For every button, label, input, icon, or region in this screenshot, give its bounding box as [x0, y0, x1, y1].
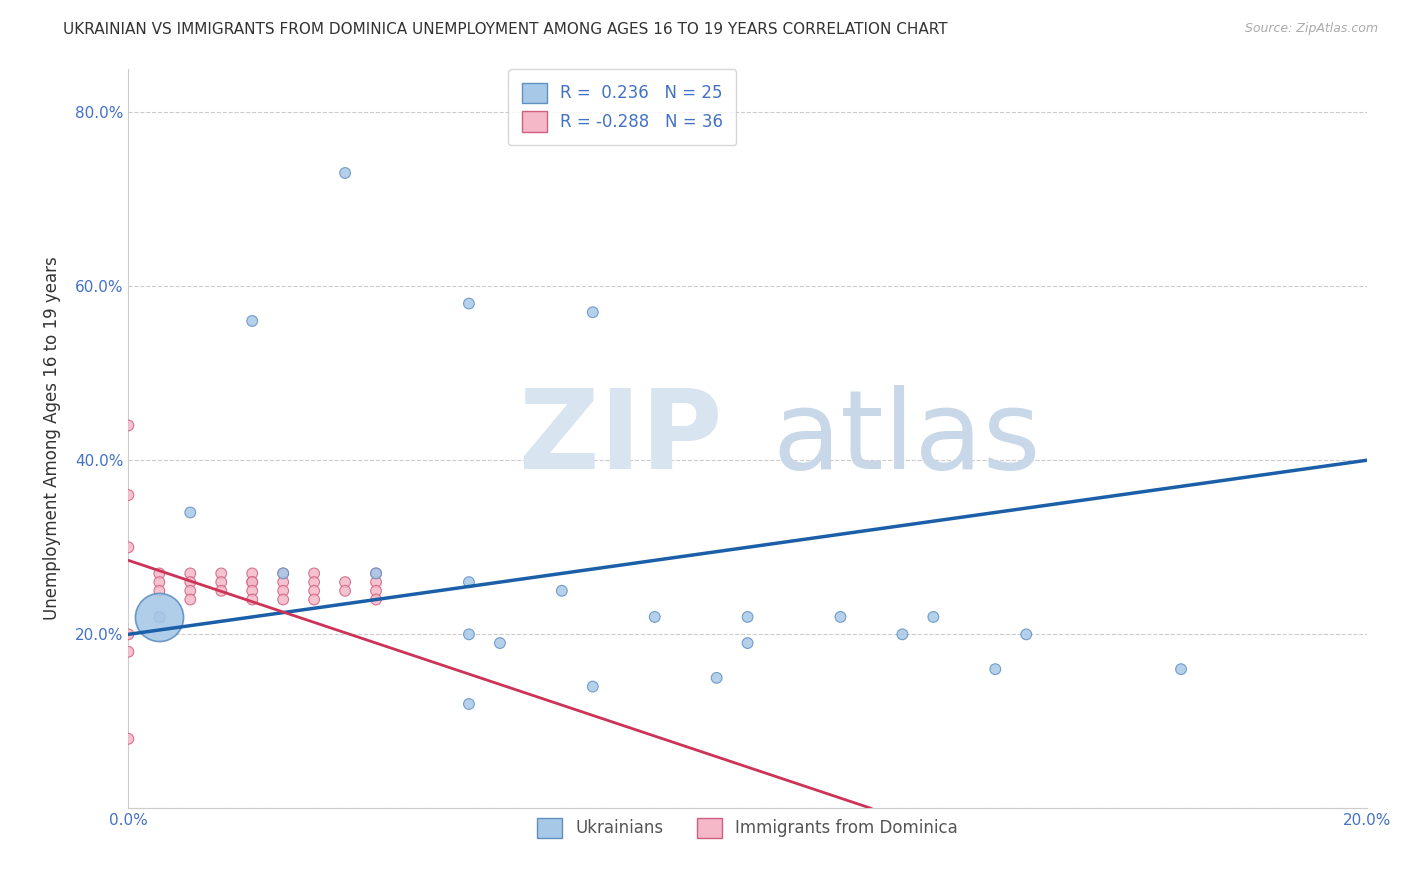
Point [179, 506, 201, 520]
Point [737, 636, 759, 650]
Point [489, 636, 512, 650]
Text: UKRAINIAN VS IMMIGRANTS FROM DOMINICA UNEMPLOYMENT AMONG AGES 16 TO 19 YEARS COR: UKRAINIAN VS IMMIGRANTS FROM DOMINICA UN… [63, 22, 948, 37]
Point [240, 575, 263, 590]
Point [240, 592, 263, 607]
Point [271, 592, 294, 607]
Point [302, 575, 325, 590]
Point [148, 583, 170, 598]
Point [458, 627, 481, 641]
Point [179, 566, 201, 581]
Point [148, 610, 170, 624]
Text: Source: ZipAtlas.com: Source: ZipAtlas.com [1244, 22, 1378, 36]
Point [364, 583, 387, 598]
Point [364, 566, 387, 581]
Point [148, 610, 170, 624]
Point [458, 697, 481, 711]
Point [364, 592, 387, 607]
Point [984, 662, 1007, 676]
Point [706, 671, 728, 685]
Point [737, 610, 759, 624]
Point [148, 575, 170, 590]
Point [148, 566, 170, 581]
Point [117, 731, 139, 746]
Point [271, 583, 294, 598]
Point [582, 680, 605, 694]
Point [209, 575, 232, 590]
Point [302, 592, 325, 607]
Point [364, 566, 387, 581]
Point [117, 488, 139, 502]
Point [148, 610, 170, 624]
Point [551, 583, 574, 598]
Point [891, 627, 914, 641]
Point [458, 296, 481, 310]
Point [1170, 662, 1192, 676]
Point [830, 610, 852, 624]
Legend: Ukrainians, Immigrants from Dominica: Ukrainians, Immigrants from Dominica [530, 811, 965, 845]
Point [333, 575, 356, 590]
Point [240, 566, 263, 581]
Point [271, 566, 294, 581]
Point [179, 583, 201, 598]
Point [922, 610, 945, 624]
Point [117, 418, 139, 433]
Point [271, 566, 294, 581]
Point [644, 610, 666, 624]
Text: atlas: atlas [772, 385, 1040, 492]
Point [179, 592, 201, 607]
Point [209, 583, 232, 598]
Point [364, 575, 387, 590]
Point [302, 583, 325, 598]
Point [302, 566, 325, 581]
Point [240, 583, 263, 598]
Point [240, 314, 263, 328]
Point [458, 575, 481, 590]
Text: ZIP: ZIP [519, 385, 723, 492]
Point [117, 627, 139, 641]
Y-axis label: Unemployment Among Ages 16 to 19 years: Unemployment Among Ages 16 to 19 years [44, 257, 60, 620]
Point [333, 166, 356, 180]
Point [333, 583, 356, 598]
Point [582, 305, 605, 319]
Point [117, 645, 139, 659]
Point [117, 541, 139, 555]
Point [240, 575, 263, 590]
Point [1015, 627, 1038, 641]
Point [209, 566, 232, 581]
Point [179, 575, 201, 590]
Point [271, 575, 294, 590]
